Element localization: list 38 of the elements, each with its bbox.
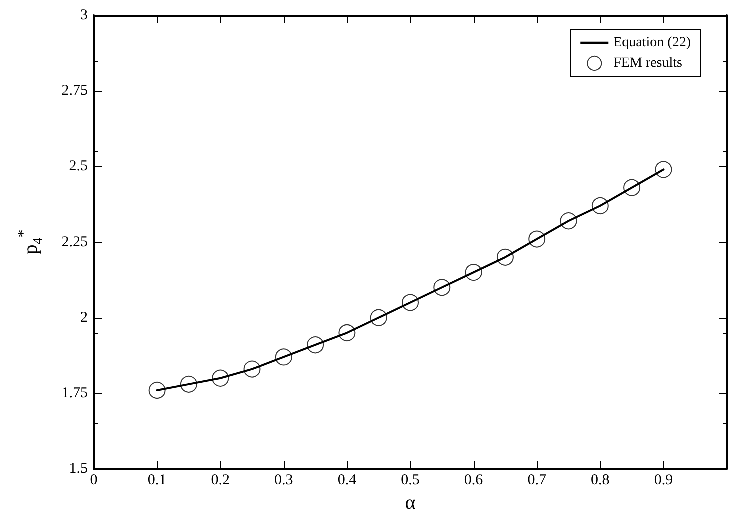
x-tick-label: 0 [90,472,98,489]
y-tick-label: 1.5 [69,461,88,478]
point [496,248,514,266]
y-tick-label: 2.25 [62,234,88,250]
y-tick-label: 2.5 [69,158,88,175]
y-axis-title: p4* [16,230,46,255]
y-tick-label: 1.75 [62,386,88,402]
point [275,348,292,366]
y-tick-label: 2 [80,310,88,326]
legend-label: Equation (22) [614,36,692,50]
x-tick-label: 0.2 [211,472,230,489]
point [370,309,388,326]
point [624,179,641,196]
point [655,161,672,178]
x-tick-label: 0.6 [464,472,484,489]
x-tick-label: 0.7 [528,472,547,489]
point [528,230,546,248]
y-tick-label: 3 [80,8,88,24]
point [244,360,261,378]
point [465,264,482,282]
x-tick-label: 0.5 [401,472,420,489]
point [180,376,198,393]
point [560,212,578,230]
point [402,294,419,312]
point [434,279,451,296]
x-tick-label: 0.9 [654,472,674,489]
legend-label: FEM results [614,56,682,71]
x-tick-label: 0.8 [591,472,610,489]
x-tick-label: 0.3 [274,472,294,489]
x-tick-label: 0.1 [148,472,167,489]
point [592,198,609,215]
point [338,324,356,342]
point [307,336,324,354]
x-tick-label: 0.4 [338,472,358,489]
x-axis-title: α [405,492,416,514]
point [212,370,230,387]
point [148,382,166,399]
y-tick-label: 2.75 [62,83,88,100]
